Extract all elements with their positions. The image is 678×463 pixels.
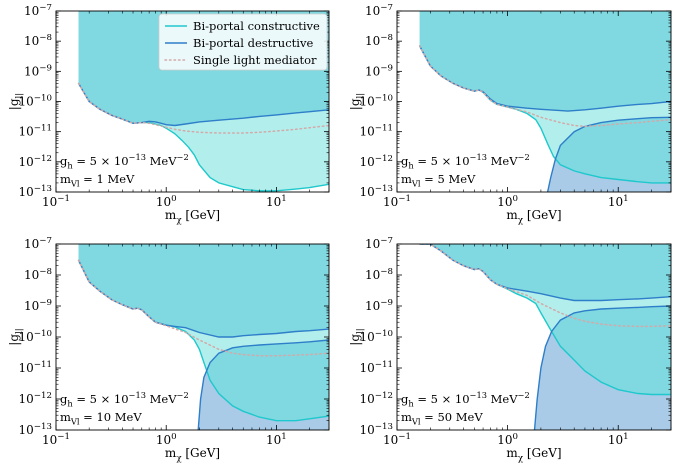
chart-panel-bottom-right: 10−13 10−12 10−11 10−10 10−9 10−8 10−7 10−1 100 1…	[348, 236, 672, 463]
x-tick-label: 100	[156, 194, 177, 209]
y-tick-label: 10−11	[360, 360, 393, 375]
overlap-region	[198, 340, 329, 430]
y-tick-label: 10−7	[24, 3, 52, 18]
x-tick-label: 100	[497, 194, 518, 209]
y-tick-label: 10−8	[365, 33, 393, 48]
x-tick-label: 101	[608, 194, 629, 209]
x-tick-label: 101	[266, 194, 287, 209]
y-tick-label: 10−11	[19, 360, 52, 375]
legend-box	[158, 13, 328, 71]
y-tick-label: 10−7	[365, 3, 393, 18]
y-tick-label: 10−8	[24, 267, 52, 282]
legend-label: Bi-portal destructive	[193, 36, 313, 50]
excluded-region	[78, 244, 329, 337]
annotation-mass: mVl = 1 MeV	[60, 172, 135, 189]
y-tick-label: 10−7	[24, 236, 52, 251]
x-axis-title: mχ [GeV]	[506, 446, 561, 463]
y-tick-label: 10−12	[19, 154, 52, 169]
series-line-single-light-mediator	[77, 259, 329, 357]
y-tick-label: 10−7	[365, 236, 393, 251]
y-axis-title: |gl|	[348, 93, 366, 110]
annotation-gh: gh = 5 × 10−13 MeV−2	[401, 390, 530, 409]
y-tick-label: 10−9	[365, 63, 393, 78]
annotation-gh: gh = 5 × 10−13 MeV−2	[60, 390, 189, 409]
y-tick-label: 10−11	[19, 124, 52, 139]
y-tick-label: 10−9	[24, 63, 52, 78]
x-tick-label: 10−1	[383, 432, 411, 447]
y-tick-label: 10−10	[360, 94, 393, 109]
x-tick-label: 100	[497, 432, 518, 447]
y-axis-title: |gl|	[7, 328, 25, 345]
annotation-mass: mVl = 10 MeV	[60, 410, 142, 427]
legend-label: Single light mediator	[193, 53, 317, 67]
chart-panel-top-left: 10−13 10−12 10−11 10−10 10−9 10−8 10−7 10−1 100 1…	[7, 3, 330, 226]
x-axis-title: mχ [GeV]	[165, 446, 220, 463]
annotation-mass: mVl = 50 MeV	[401, 410, 483, 427]
y-tick-label: 10−13	[19, 184, 52, 199]
x-tick-label: 10−1	[383, 194, 411, 209]
x-tick-label: 101	[608, 432, 629, 447]
y-axis-title: |gl|	[348, 328, 366, 345]
y-tick-label: 10−12	[360, 391, 393, 406]
plot-area	[418, 244, 671, 430]
overlap-region	[547, 117, 671, 192]
x-axis-title: mχ [GeV]	[165, 208, 220, 226]
annotation-mass: mVl = 5 MeV	[401, 172, 476, 189]
series-line-single-light-mediator	[418, 45, 671, 128]
series-line-single-light-mediator	[77, 82, 329, 134]
plot-area	[418, 11, 671, 192]
overlap-region	[534, 306, 671, 430]
y-tick-label: 10−11	[360, 124, 393, 139]
series-line-bi-portal-destructive-lower-	[197, 339, 329, 430]
y-tick-label: 10−12	[19, 391, 52, 406]
series-line-bi-portal-destructive-lower-	[533, 305, 671, 430]
y-tick-label: 10−8	[365, 267, 393, 282]
y-tick-label: 10−12	[360, 154, 393, 169]
y-tick-label: 10−10	[360, 329, 393, 344]
excluded-region	[419, 11, 671, 112]
y-axis-title: |gl|	[7, 93, 25, 110]
y-tick-label: 10−13	[360, 184, 393, 199]
excluded-region	[419, 244, 671, 301]
x-tick-label: 10−1	[42, 194, 70, 209]
series-line-single-light-mediator	[418, 244, 671, 328]
legend-label: Bi-portal constructive	[193, 19, 320, 33]
annotation-gh: gh = 5 × 10−13 MeV−2	[60, 152, 189, 171]
y-tick-label: 10−9	[365, 298, 393, 313]
y-tick-label: 10−10	[19, 94, 52, 109]
x-tick-label: 101	[266, 432, 287, 447]
x-tick-label: 100	[156, 432, 177, 447]
x-axis-title: mχ [GeV]	[506, 208, 561, 226]
y-tick-label: 10−13	[360, 422, 393, 437]
chart-panel-bottom-left: 10−13 10−12 10−11 10−10 10−9 10−8 10−7 10−1 100 1…	[7, 236, 330, 463]
plot-area	[77, 244, 329, 430]
x-tick-label: 10−1	[42, 432, 70, 447]
y-tick-label: 10−10	[19, 329, 52, 344]
annotation-gh: gh = 5 × 10−13 MeV−2	[401, 152, 530, 171]
legend: Bi-portal constructive Bi-portal destruct…	[158, 13, 328, 71]
constructive-band	[78, 83, 329, 191]
chart-panel-top-right: 10−13 10−12 10−11 10−10 10−9 10−8 10−7 10−1 100 1…	[348, 3, 672, 226]
y-tick-label: 10−8	[24, 33, 52, 48]
y-tick-label: 10−9	[24, 298, 52, 313]
y-tick-label: 10−13	[19, 422, 52, 437]
